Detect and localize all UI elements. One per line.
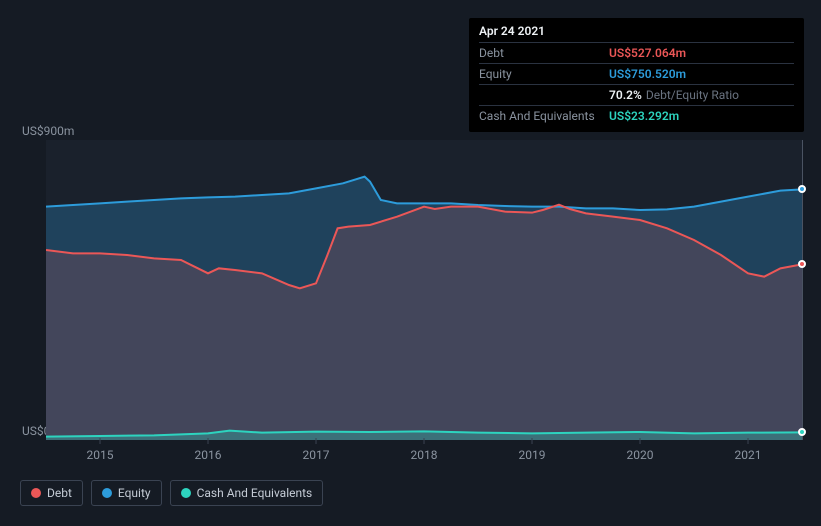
x-axis-tick: 2015: [87, 448, 114, 462]
legend-item-cash-and-equivalents[interactable]: Cash And Equivalents: [170, 480, 324, 506]
x-axis-tick: 2019: [519, 448, 546, 462]
tooltip-row-label: Equity: [479, 67, 609, 81]
tooltip-row-sub: Debt/Equity Ratio: [646, 88, 739, 102]
tooltip-row-value: 70.2%Debt/Equity Ratio: [609, 88, 739, 102]
tooltip-date: Apr 24 2021: [479, 24, 794, 38]
legend-item-equity[interactable]: Equity: [91, 480, 162, 506]
tooltip-row-value: US$23.292m: [609, 109, 679, 123]
end-marker-debt: [798, 260, 806, 268]
legend-label: Equity: [118, 486, 151, 500]
tooltip-row-label: Debt: [479, 46, 609, 60]
y-axis-label: US$900m: [22, 124, 74, 138]
legend-dot: [181, 488, 191, 498]
x-axis-tick: 2017: [303, 448, 330, 462]
end-marker-equity: [798, 185, 806, 193]
x-axis-tick: 2021: [735, 448, 762, 462]
tooltip-row: 70.2%Debt/Equity Ratio: [479, 84, 794, 105]
tooltip-row-value: US$750.520m: [609, 67, 686, 81]
tooltip-row-label: Cash And Equivalents: [479, 109, 609, 123]
x-axis-tick: 2016: [195, 448, 222, 462]
legend-dot: [31, 488, 41, 498]
legend-label: Debt: [47, 486, 72, 500]
tooltip-row: EquityUS$750.520m: [479, 63, 794, 84]
x-axis-tick: 2020: [627, 448, 654, 462]
chart-svg: [46, 140, 802, 440]
chart-plot-area[interactable]: [46, 140, 802, 440]
tooltip-row-value: US$527.064m: [609, 46, 686, 60]
legend-dot: [102, 488, 112, 498]
chart-legend: Debt Equity Cash And Equivalents: [20, 480, 323, 506]
legend-label: Cash And Equivalents: [197, 486, 313, 500]
tooltip-row: DebtUS$527.064m: [479, 42, 794, 63]
end-marker-cash: [798, 428, 806, 436]
tooltip-row: Cash And EquivalentsUS$23.292m: [479, 105, 794, 126]
tooltip-rows: DebtUS$527.064mEquityUS$750.520m70.2%Deb…: [479, 42, 794, 126]
x-axis-tick: 2018: [411, 448, 438, 462]
chart-tooltip: Apr 24 2021 DebtUS$527.064mEquityUS$750.…: [469, 18, 804, 132]
legend-item-debt[interactable]: Debt: [20, 480, 83, 506]
tooltip-row-label: [479, 88, 609, 102]
